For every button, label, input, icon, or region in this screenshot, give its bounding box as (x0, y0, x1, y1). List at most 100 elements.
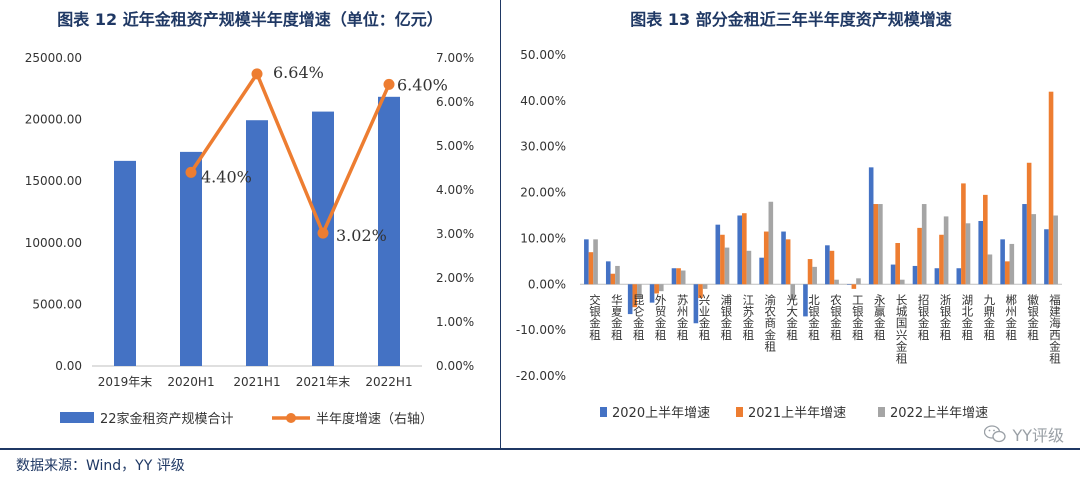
bar-2022h1 (899, 279, 905, 285)
bar-2021h1 (654, 284, 659, 294)
x-tick-label: 昆仑金租 (633, 293, 645, 342)
growth-rate-point (185, 166, 197, 178)
bar-2021h1 (961, 183, 966, 285)
x-tick-label: 招银金租 (918, 293, 930, 342)
bar-2021h1 (610, 273, 616, 285)
bar-2022h1 (1009, 243, 1015, 285)
y-tick-label: 40.00% (520, 94, 566, 108)
x-tick-label: 浦银金租 (721, 293, 733, 342)
growth-rate-data-label: 6.64% (273, 63, 324, 82)
bar-2020h1 (846, 284, 852, 285)
legend-swatch (600, 407, 607, 417)
y-right-tick-label: 3.00% (436, 227, 474, 241)
bar-2021h1 (917, 227, 922, 285)
x-tick-label: 苏州金租 (677, 293, 689, 342)
bar-2021h1 (1048, 91, 1054, 285)
x-tick-label: 交银金租 (589, 293, 601, 342)
bar-2021h1 (829, 250, 835, 285)
x-tick-label: 九鼎金租 (984, 293, 996, 342)
bar-2021h1 (785, 239, 791, 285)
x-tick-label: 兴业金租 (699, 293, 711, 342)
bar-2020h1 (759, 257, 764, 285)
x-tick-label: 渝农商金租 (764, 293, 776, 354)
y-right-tick-label: 6.00% (436, 95, 474, 109)
y-tick-label: -20.00% (516, 369, 566, 383)
y-right-tick-label: 0.00% (436, 359, 474, 373)
bar-2021h1 (763, 231, 769, 285)
y-right-tick-label: 5.00% (436, 139, 474, 153)
data-source-note: 数据来源：Wind，YY 评级 (16, 458, 185, 474)
wechat-icon (984, 425, 1007, 443)
bar-2022h1 (702, 284, 708, 289)
bar-2022h1 (637, 284, 642, 299)
x-tick-label: 光大金租 (786, 293, 798, 342)
bar-2021h1 (1004, 261, 1010, 285)
bar-2021h1 (698, 284, 703, 299)
bar-2020h1 (715, 224, 721, 285)
x-tick-label: 长城国兴金租 (896, 293, 908, 366)
left-chart-panel: 图表 12 近年金租资产规模半年度增速（单位：亿元） 0.00 5000.00 10… (0, 0, 500, 448)
legend-bar-label: 22家金租资产规模合计 (100, 411, 234, 427)
bar-total-assets (378, 96, 400, 367)
bar-2022h1 (1031, 214, 1037, 285)
legend-swatch (878, 407, 885, 417)
footer-rule (0, 448, 1080, 450)
y-right-tick-label: 7.00% (436, 51, 474, 65)
bar-2022h1 (878, 204, 883, 285)
y-left-tick-label: 25000.00 (25, 51, 82, 65)
bar-2020h1 (605, 261, 611, 285)
x-tick-label: 2020H1 (167, 375, 214, 389)
bar-2021h1 (939, 234, 944, 285)
bar-2021h1 (588, 252, 594, 285)
left-chart: 0.00 5000.00 10000.00 15000.00 20000.00 25000… (25, 51, 474, 427)
y-left-tick-label: 15000.00 (25, 174, 82, 188)
bar-2020h1 (627, 284, 633, 315)
y-tick-label: 30.00% (520, 140, 566, 154)
bar-total-assets (180, 151, 202, 366)
legend-swatch (736, 407, 743, 417)
growth-rate-data-label: 4.40% (201, 167, 252, 186)
x-tick-label: 北银金租 (808, 293, 820, 342)
bar-total-assets (114, 160, 136, 366)
legend-label: 2020上半年增速 (612, 406, 710, 421)
y-tick-label: -10.00% (516, 323, 566, 337)
bar-2020h1 (1000, 239, 1005, 285)
bar-2020h1 (781, 231, 786, 285)
bar-2020h1 (825, 245, 830, 285)
bar-2020h1 (737, 215, 743, 285)
bar-2021h1 (895, 243, 900, 285)
y-tick-label: 10.00% (520, 231, 566, 245)
legend-line-marker (286, 413, 296, 423)
y-left-tick-label: 20000.00 (25, 113, 82, 127)
y-left-tick-label: 0.00 (55, 359, 82, 373)
bar-2022h1 (921, 204, 927, 285)
bar-2022h1 (856, 278, 861, 285)
y-tick-label: 50.00% (520, 48, 566, 62)
watermark: YY评级 (984, 422, 1064, 446)
x-tick-label: 2019年末 (98, 375, 153, 389)
bar-2020h1 (890, 264, 896, 285)
x-tick-label: 浙银金租 (940, 293, 952, 342)
y-tick-label: 20.00% (520, 186, 566, 200)
x-tick-label: 农银金租 (830, 293, 842, 342)
watermark-text: YY评级 (1012, 426, 1064, 445)
bar-2020h1 (978, 221, 984, 285)
bar-2022h1 (1053, 215, 1058, 285)
y-right-tick-label: 2.00% (436, 271, 474, 285)
y-right-tick-label: 1.00% (436, 315, 474, 329)
bar-2020h1 (912, 265, 918, 285)
bar-2021h1 (632, 284, 638, 308)
x-tick-label: 工银金租 (852, 293, 864, 342)
growth-rate-point (317, 227, 329, 239)
bar-2022h1 (943, 216, 949, 285)
x-tick-label: 永赢金租 (874, 293, 886, 342)
bar-2020h1 (868, 167, 874, 285)
bar-2020h1 (671, 268, 677, 285)
bar-2020h1 (956, 268, 962, 285)
x-tick-label: 福建海西金租 (1049, 293, 1061, 366)
legend-bar-swatch (60, 412, 94, 423)
bar-2021h1 (1026, 162, 1032, 285)
panel-divider (500, 0, 501, 448)
growth-rate-point (383, 78, 395, 90)
bar-2020h1 (584, 239, 589, 285)
